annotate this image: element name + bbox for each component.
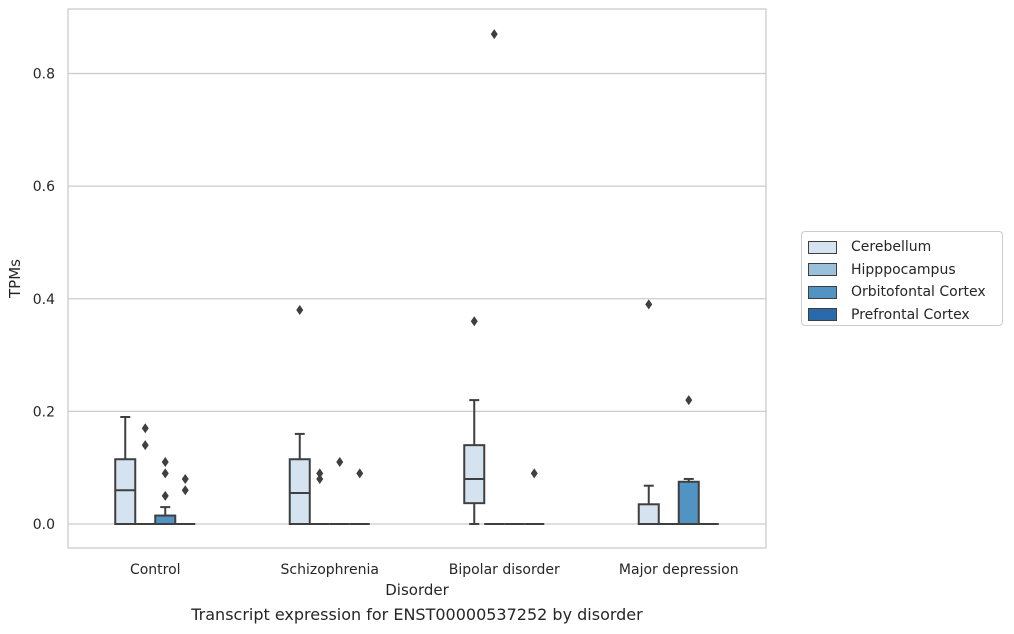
box-iqr bbox=[463, 444, 486, 505]
box-group bbox=[288, 305, 311, 526]
box-iqr bbox=[114, 458, 137, 526]
box-group bbox=[463, 316, 486, 525]
legend-item-prefrontal-cortex: Prefrontal Cortex bbox=[808, 304, 1002, 327]
outlier-point bbox=[161, 490, 169, 501]
outlier-point bbox=[316, 468, 324, 479]
y-tick-label: 0.0 bbox=[33, 517, 55, 533]
box-group bbox=[175, 473, 196, 525]
outlier-point bbox=[141, 440, 149, 451]
y-tick-label: 0.6 bbox=[33, 179, 55, 195]
box-group bbox=[637, 299, 660, 525]
legend-swatch-hippocampus bbox=[808, 263, 837, 277]
box-group bbox=[349, 468, 370, 525]
legend-item-hippocampus: Hipppocampus bbox=[808, 259, 1002, 282]
legend-swatch-cerebellum bbox=[808, 240, 837, 254]
outlier-point bbox=[645, 299, 653, 310]
outlier-point bbox=[356, 468, 364, 479]
x-tick-labels: Control Schizophrenia Bipolar disorder Majo… bbox=[130, 562, 739, 578]
outlier-point bbox=[181, 485, 189, 496]
boxes bbox=[114, 29, 719, 526]
box-group bbox=[114, 416, 137, 526]
x-tick-label: Bipolar disorder bbox=[449, 562, 560, 578]
legend-label-cerebellum: Cerebellum bbox=[851, 239, 932, 256]
x-tick-label: Schizophrenia bbox=[281, 562, 379, 578]
outlier-point bbox=[336, 457, 344, 468]
y-tick-label: 0.2 bbox=[33, 404, 55, 420]
legend-label-hippocampus: Hipppocampus bbox=[851, 261, 956, 278]
box-group bbox=[309, 468, 330, 525]
box-iqr bbox=[288, 458, 311, 526]
outlier-point bbox=[161, 457, 169, 468]
box-iqr bbox=[677, 480, 700, 525]
x-tick-label: Control bbox=[130, 562, 181, 578]
legend: Cerebellum Hipppocampus Orbitofontal Cor… bbox=[801, 231, 1003, 326]
outlier-point bbox=[181, 473, 189, 484]
legend-swatch-orbitofrontal-cortex bbox=[808, 285, 837, 299]
legend-label-prefrontal-cortex: Prefrontal Cortex bbox=[851, 306, 970, 323]
outlier-point bbox=[141, 423, 149, 434]
gridlines bbox=[68, 72, 766, 525]
outlier-point bbox=[316, 473, 324, 484]
box-group bbox=[677, 395, 700, 525]
legend-label-orbitofrontal-cortex: Orbitofontal Cortex bbox=[851, 284, 986, 301]
legend-swatch-prefrontal-cortex bbox=[808, 308, 837, 322]
legend-item-cerebellum: Cerebellum bbox=[808, 236, 1002, 259]
legend-item-orbitofrontal-cortex: Orbitofontal Cortex bbox=[808, 281, 1002, 304]
y-tick-label: 0.8 bbox=[33, 67, 55, 83]
y-tick-label: 0.4 bbox=[33, 292, 55, 308]
outlier-point bbox=[470, 316, 478, 327]
box-group bbox=[135, 423, 156, 525]
box-iqr bbox=[637, 503, 660, 525]
outlier-point bbox=[685, 395, 693, 406]
box-group bbox=[524, 468, 545, 525]
box-group bbox=[329, 457, 350, 525]
plot-area-frame bbox=[67, 8, 767, 549]
y-tick-labels: 0.0 0.2 0.4 0.6 0.8 bbox=[33, 67, 55, 534]
box-group bbox=[484, 29, 505, 525]
y-axis-title: TPMs bbox=[6, 259, 24, 299]
outlier-point bbox=[161, 468, 169, 479]
outlier-point bbox=[490, 29, 498, 40]
outlier-point bbox=[296, 305, 304, 316]
figure-caption: Transcript expression for ENST0000053725… bbox=[191, 605, 643, 624]
outlier-point bbox=[530, 468, 538, 479]
x-tick-label: Major depression bbox=[619, 562, 739, 578]
box-iqr bbox=[154, 514, 177, 525]
x-axis-title: Disorder bbox=[385, 581, 449, 599]
box-group bbox=[154, 457, 177, 525]
